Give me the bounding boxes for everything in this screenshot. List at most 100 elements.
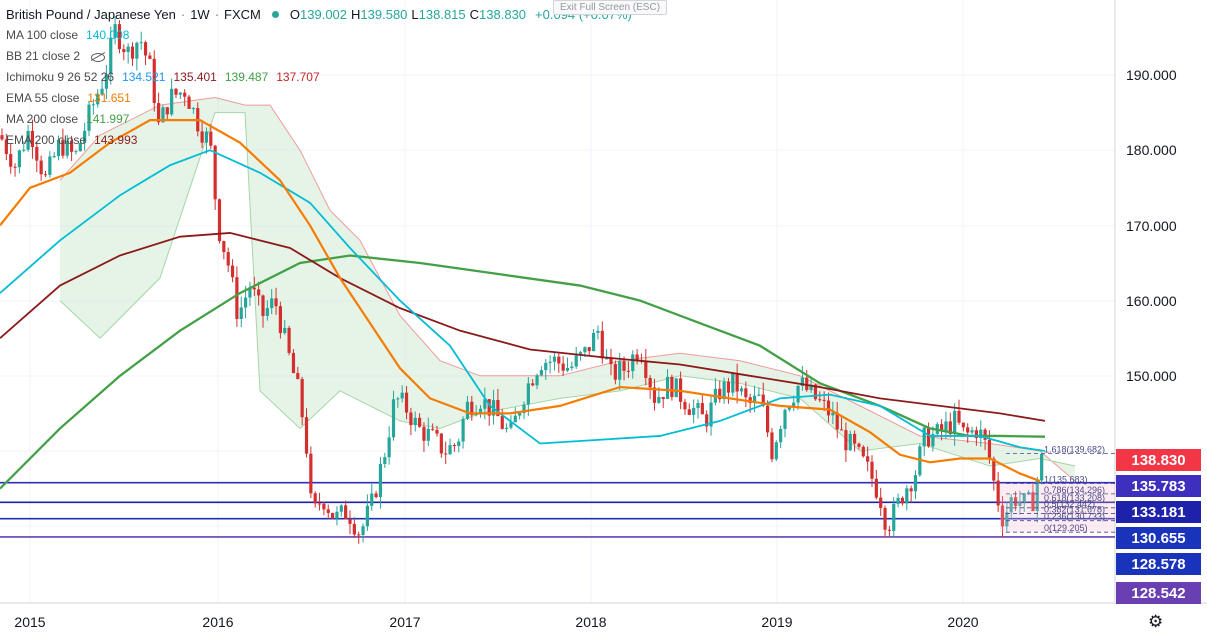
candle-body: [783, 409, 787, 429]
indicator-row[interactable]: Ichimoku 9 26 52 26 134.521 135.401 139.487…: [6, 67, 632, 88]
candle-body: [230, 265, 235, 278]
indicator-row[interactable]: EMA 200 close 143.993: [6, 130, 632, 151]
indicator-row[interactable]: MA 200 close 141.997: [6, 109, 632, 130]
candle-body: [796, 386, 800, 403]
candle-body: [96, 94, 100, 105]
time-tick-label: 2018: [575, 614, 606, 630]
candle-body: [548, 361, 552, 363]
price-tick-label: 160.000: [1126, 293, 1177, 309]
symbol-name: British Pound / Japanese Yen: [6, 7, 176, 22]
candle-body: [444, 453, 448, 455]
candle-body: [522, 404, 526, 414]
candle-body: [748, 397, 752, 404]
candle-body: [22, 149, 26, 151]
candle-body: [235, 277, 239, 319]
candle-body: [848, 433, 852, 451]
candle-body: [792, 402, 796, 408]
candle-body: [452, 445, 456, 447]
candle-body: [718, 388, 722, 400]
price-tag: 128.542: [1116, 582, 1201, 604]
candle-body: [1040, 453, 1044, 481]
candle-body: [496, 400, 500, 417]
candle-body: [592, 332, 596, 352]
candle-body: [335, 511, 339, 519]
indicator-value: 134.521: [122, 70, 166, 84]
ma100-line: [0, 149, 1046, 452]
indicator-name: Ichimoku 9 26 52 26: [6, 70, 115, 84]
gear-icon[interactable]: ⚙: [1148, 612, 1164, 631]
ma200-line: [0, 254, 1046, 490]
candle-body: [870, 461, 874, 479]
candle-body: [74, 151, 78, 153]
candle-body: [518, 413, 522, 416]
candle-body: [574, 355, 578, 367]
candle-body: [822, 399, 826, 401]
candle-body: [692, 408, 696, 415]
candle-body: [478, 408, 483, 413]
fib-level-label: 0.382(131.678): [1044, 505, 1105, 515]
candle-body: [170, 88, 174, 115]
fib-level-label: 0.618(133.208): [1044, 493, 1105, 503]
candle-body: [404, 392, 409, 413]
candle-body: [913, 475, 918, 492]
market-status-icon: [271, 11, 279, 18]
candle-body: [961, 422, 965, 428]
candle-body: [313, 493, 317, 504]
candle-body: [344, 505, 348, 520]
candle-body: [805, 377, 809, 391]
candle-body: [1031, 492, 1035, 512]
candle-body: [161, 107, 165, 123]
candle-body: [222, 241, 226, 253]
indicator-row[interactable]: EMA 55 close 131.651: [6, 88, 632, 109]
indicator-row[interactable]: MA 100 close 140.008: [6, 25, 632, 46]
candle-body: [157, 103, 161, 123]
price-tag: 133.181: [1116, 501, 1201, 523]
fib-level-label: 0(129.205): [1044, 523, 1088, 533]
candle-body: [370, 493, 374, 506]
candle-body: [126, 46, 130, 53]
candle-body: [539, 370, 543, 376]
candle-body: [374, 493, 378, 497]
candle-body: [861, 446, 865, 457]
candle-body: [892, 503, 896, 531]
candle-body: [448, 445, 452, 455]
candle-body: [483, 399, 487, 409]
candle-body: [1035, 480, 1039, 512]
candle-body: [509, 422, 513, 428]
candle-body: [1018, 502, 1022, 506]
candle-body: [631, 354, 635, 372]
candle-body: [283, 327, 287, 334]
fib-level-label: 1.618(139.682): [1044, 444, 1105, 454]
hidden-eye-icon[interactable]: [91, 52, 106, 62]
exit-fullscreen-button[interactable]: Exit Full Screen (ESC): [553, 0, 668, 15]
candle-body: [396, 398, 400, 400]
candle-body: [1009, 497, 1013, 513]
candle-body: [183, 92, 187, 97]
indicator-row[interactable]: BB 21 close 2: [6, 46, 632, 67]
candle-body: [439, 433, 443, 454]
candle-body: [426, 428, 430, 441]
candle-body: [618, 361, 622, 380]
ohlc-h: H139.580: [351, 7, 408, 22]
candle-body: [957, 410, 961, 423]
candle-body: [853, 433, 857, 444]
candle-body: [470, 401, 474, 416]
candle-body: [117, 24, 122, 50]
indicator-name: EMA 55 close: [6, 91, 80, 105]
candle-body: [352, 523, 356, 535]
candle-body: [922, 427, 926, 447]
candle-body: [652, 387, 657, 403]
candle-body: [391, 399, 396, 438]
candle-body: [52, 156, 56, 158]
candle-body: [774, 442, 778, 460]
candle-body: [1022, 493, 1026, 503]
candle-body: [570, 366, 574, 368]
candle-body: [152, 58, 156, 104]
candle-body: [122, 49, 126, 53]
candle-body: [857, 443, 861, 447]
candle-body: [9, 154, 13, 167]
candle-body: [726, 381, 731, 393]
candle-body: [970, 430, 974, 433]
candle-body: [87, 104, 91, 131]
